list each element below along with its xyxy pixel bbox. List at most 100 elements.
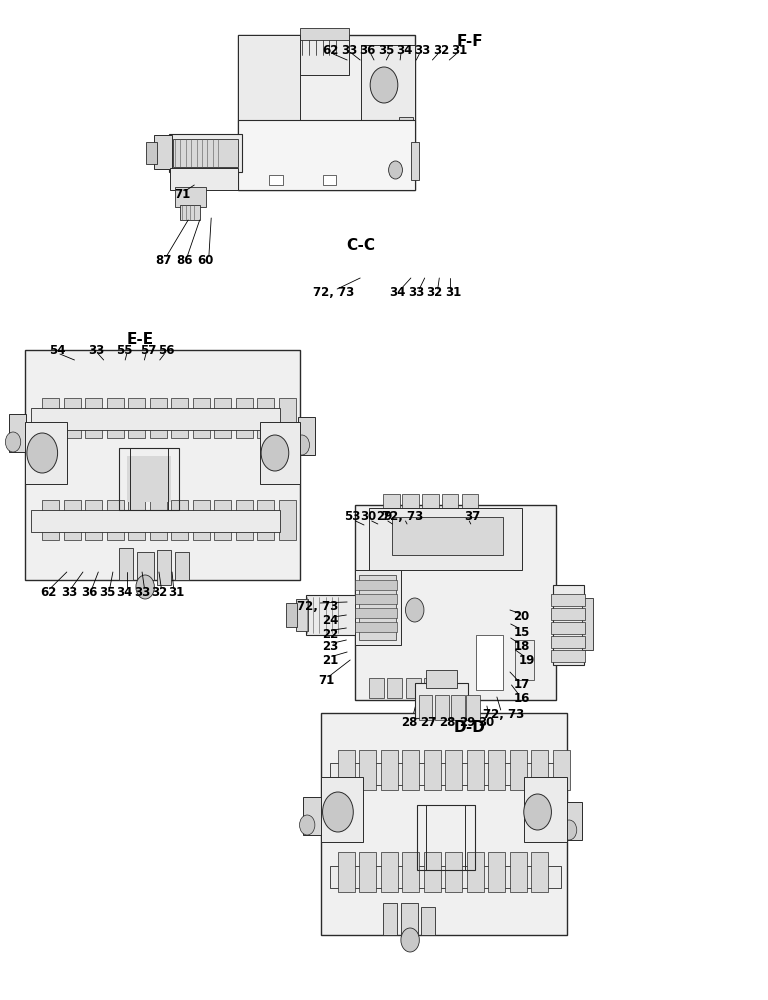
- Bar: [462, 494, 478, 510]
- Text: 33: 33: [61, 585, 78, 598]
- Text: 15: 15: [513, 626, 530, 639]
- Circle shape: [389, 161, 402, 179]
- Bar: [510, 750, 527, 790]
- Text: 24: 24: [322, 614, 339, 628]
- Circle shape: [261, 435, 289, 471]
- Text: 86: 86: [176, 253, 193, 266]
- Bar: [193, 500, 210, 540]
- Bar: [236, 500, 253, 540]
- Circle shape: [300, 815, 315, 835]
- Bar: [303, 797, 323, 835]
- Text: C-C: C-C: [346, 237, 376, 252]
- Bar: [524, 777, 567, 842]
- Text: 72, 73: 72, 73: [483, 708, 525, 720]
- Bar: [582, 598, 593, 650]
- Bar: [406, 678, 421, 698]
- Bar: [31, 408, 280, 430]
- Bar: [300, 35, 349, 75]
- Text: 62: 62: [322, 43, 339, 56]
- Bar: [171, 500, 188, 540]
- Bar: [451, 695, 465, 720]
- Text: 22: 22: [322, 628, 339, 641]
- Bar: [551, 636, 585, 648]
- Bar: [127, 456, 171, 502]
- Text: 33: 33: [88, 344, 104, 357]
- Text: 33: 33: [341, 43, 358, 56]
- Bar: [296, 599, 308, 631]
- Bar: [238, 35, 415, 190]
- Text: 33: 33: [134, 585, 151, 598]
- Bar: [279, 398, 296, 438]
- Text: 28: 28: [401, 716, 418, 728]
- Bar: [383, 903, 397, 935]
- Bar: [355, 622, 397, 632]
- Bar: [355, 570, 401, 645]
- Bar: [154, 135, 172, 169]
- Circle shape: [323, 792, 353, 832]
- Text: 72, 73: 72, 73: [313, 286, 355, 300]
- Bar: [467, 750, 484, 790]
- Text: 33: 33: [408, 286, 425, 300]
- Text: 31: 31: [167, 585, 184, 598]
- Text: 87: 87: [155, 253, 172, 266]
- Bar: [426, 670, 457, 688]
- Bar: [488, 852, 505, 892]
- Bar: [173, 139, 238, 167]
- Bar: [85, 500, 102, 540]
- Circle shape: [524, 794, 551, 830]
- Text: D-D: D-D: [454, 720, 486, 736]
- Text: 28: 28: [439, 716, 456, 728]
- Text: 27: 27: [420, 716, 437, 728]
- Bar: [551, 608, 585, 620]
- Bar: [119, 548, 133, 580]
- Bar: [286, 603, 297, 627]
- Bar: [422, 494, 439, 510]
- Bar: [236, 398, 253, 438]
- Text: 29: 29: [458, 716, 475, 728]
- Bar: [169, 134, 242, 172]
- Bar: [402, 494, 419, 510]
- Text: 36: 36: [359, 43, 376, 56]
- Bar: [321, 777, 363, 842]
- Circle shape: [294, 435, 310, 455]
- Text: 17: 17: [513, 678, 530, 692]
- Bar: [85, 398, 102, 438]
- Text: 56: 56: [158, 344, 175, 357]
- Text: 34: 34: [116, 585, 133, 598]
- Text: 31: 31: [451, 43, 468, 56]
- Bar: [355, 608, 397, 618]
- Bar: [64, 500, 81, 540]
- Text: 35: 35: [378, 43, 395, 56]
- Circle shape: [561, 820, 577, 840]
- Bar: [424, 678, 439, 698]
- Bar: [355, 505, 556, 700]
- Text: 53: 53: [344, 510, 361, 524]
- Text: 62: 62: [40, 585, 57, 598]
- Bar: [330, 763, 561, 785]
- Bar: [31, 510, 280, 532]
- Bar: [260, 422, 300, 484]
- Bar: [361, 45, 415, 120]
- Bar: [238, 120, 415, 190]
- Bar: [42, 398, 59, 438]
- Bar: [64, 398, 81, 438]
- Circle shape: [406, 598, 424, 622]
- Bar: [424, 852, 441, 892]
- Bar: [369, 508, 522, 570]
- Bar: [467, 852, 484, 892]
- Bar: [300, 28, 349, 40]
- Bar: [445, 750, 462, 790]
- Bar: [128, 500, 145, 540]
- Text: E-E: E-E: [127, 332, 154, 348]
- Text: F-F: F-F: [457, 34, 483, 49]
- Bar: [551, 594, 585, 606]
- Text: 34: 34: [389, 286, 406, 300]
- Bar: [214, 500, 231, 540]
- Bar: [257, 500, 274, 540]
- Circle shape: [370, 67, 398, 103]
- Bar: [381, 852, 398, 892]
- Bar: [401, 903, 418, 938]
- Text: 32: 32: [426, 286, 443, 300]
- Bar: [355, 594, 397, 604]
- Bar: [214, 398, 231, 438]
